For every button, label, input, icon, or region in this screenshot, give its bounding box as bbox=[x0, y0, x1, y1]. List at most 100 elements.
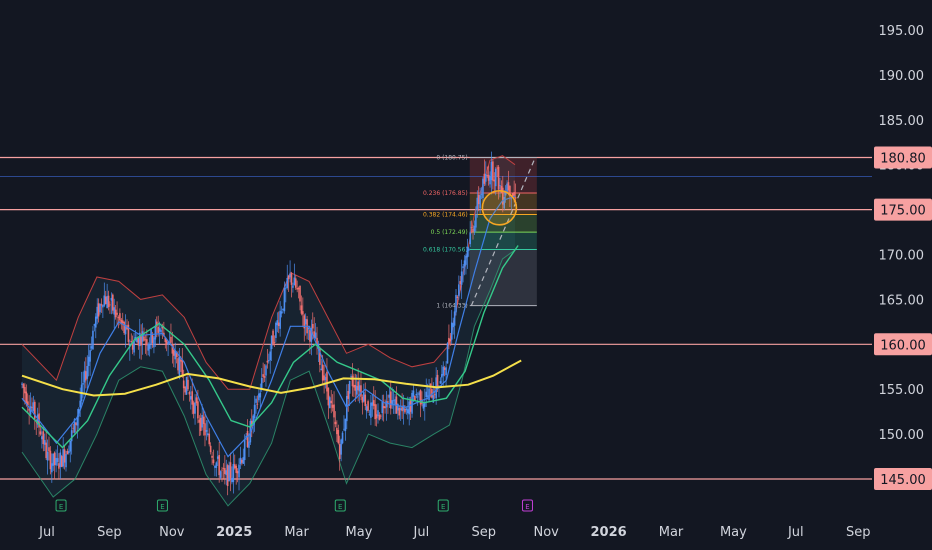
candle-body bbox=[259, 392, 262, 398]
price-badge-145.00[interactable] bbox=[874, 468, 932, 490]
candle-body bbox=[350, 375, 352, 377]
candle-body bbox=[164, 337, 167, 343]
earnings-marker-label: E bbox=[525, 503, 529, 511]
candle-body bbox=[364, 394, 367, 406]
candle-body bbox=[265, 365, 267, 376]
candle-body bbox=[109, 304, 111, 306]
candle-body bbox=[123, 321, 125, 333]
price-badge-180.80[interactable] bbox=[874, 146, 932, 169]
candle-body bbox=[283, 287, 286, 312]
earnings-marker-icon[interactable] bbox=[156, 499, 168, 512]
candle-body bbox=[262, 374, 264, 377]
candle-body bbox=[154, 325, 157, 340]
candle-body bbox=[239, 457, 242, 464]
candle-body bbox=[405, 408, 408, 411]
candle-body bbox=[222, 468, 225, 470]
candle-body bbox=[218, 454, 220, 476]
candle-body bbox=[302, 311, 304, 315]
candle-body bbox=[127, 324, 130, 342]
candle-body bbox=[70, 430, 73, 442]
earnings-marker-icon[interactable] bbox=[437, 499, 449, 512]
candle-body bbox=[336, 427, 338, 435]
x-tick-label: Mar bbox=[659, 525, 684, 540]
candle-body bbox=[94, 316, 97, 328]
candle-body bbox=[489, 176, 491, 185]
candle-body bbox=[279, 310, 281, 329]
candle-body bbox=[361, 396, 364, 403]
candle-body bbox=[290, 273, 293, 285]
candle-body bbox=[26, 401, 29, 406]
candle-body bbox=[187, 379, 189, 390]
candle-body bbox=[21, 383, 23, 385]
candle-body bbox=[171, 344, 174, 354]
candle-body bbox=[387, 401, 389, 403]
earnings-marker-icon[interactable] bbox=[334, 499, 346, 512]
candle-body bbox=[76, 416, 79, 426]
candle-body bbox=[121, 320, 124, 324]
candle-body bbox=[297, 287, 300, 290]
candle-body bbox=[340, 439, 342, 455]
candle-body bbox=[330, 400, 333, 404]
candle-body bbox=[456, 296, 459, 299]
candle-body bbox=[63, 449, 66, 463]
candle-body bbox=[303, 315, 306, 329]
candle-body bbox=[294, 278, 297, 288]
candle-body bbox=[29, 406, 32, 415]
candle-body bbox=[130, 341, 133, 343]
price-badge-175.00[interactable] bbox=[874, 198, 932, 221]
candle-body bbox=[482, 178, 484, 199]
candle-body bbox=[147, 344, 150, 351]
x-tick-label: Nov bbox=[534, 525, 560, 540]
candle-body bbox=[324, 377, 327, 380]
candle-body bbox=[287, 275, 290, 280]
candle-body bbox=[59, 452, 62, 467]
fib-label-0.382: 0.382 (174.46) bbox=[423, 211, 468, 218]
candle-body bbox=[459, 281, 462, 285]
x-tick-label: May bbox=[346, 525, 373, 540]
x-tick-label: 2026 bbox=[591, 525, 627, 540]
candle-body bbox=[320, 368, 323, 371]
candle-body bbox=[148, 344, 151, 349]
candle-body bbox=[293, 277, 296, 286]
candle-body bbox=[174, 350, 177, 360]
candle-body bbox=[181, 360, 184, 377]
earnings-marker-icon[interactable] bbox=[55, 499, 67, 512]
candle-body bbox=[388, 394, 391, 398]
candle-body bbox=[399, 408, 402, 411]
highlight-circle[interactable] bbox=[481, 190, 518, 226]
candle-body bbox=[144, 339, 147, 341]
candle-body bbox=[436, 374, 439, 388]
price-badge-text: 145.00 bbox=[880, 473, 926, 488]
candle-body bbox=[401, 406, 403, 412]
candle-body bbox=[300, 305, 303, 314]
candle-body bbox=[45, 442, 47, 459]
price-badge-160.00[interactable] bbox=[874, 333, 932, 356]
candle-body bbox=[398, 408, 401, 416]
candle-body bbox=[256, 403, 259, 405]
candle-body bbox=[250, 420, 253, 427]
earnings-marker-icon[interactable] bbox=[521, 499, 533, 512]
candle-body bbox=[452, 323, 454, 328]
candle-body bbox=[341, 432, 344, 444]
candle-body bbox=[178, 356, 181, 376]
candle-body bbox=[446, 343, 449, 364]
candle-body bbox=[165, 339, 168, 345]
candle-body bbox=[372, 400, 375, 406]
candles bbox=[21, 151, 517, 496]
candle-body bbox=[467, 248, 470, 251]
fib-label-0: 0 (180.75) bbox=[436, 155, 467, 162]
candle-body bbox=[86, 366, 89, 379]
candle-body bbox=[285, 287, 287, 289]
candle-body bbox=[242, 457, 245, 464]
candle-body bbox=[380, 415, 382, 417]
candle-body bbox=[503, 196, 506, 209]
candle-body bbox=[263, 376, 266, 378]
candle-body bbox=[260, 377, 263, 390]
ma-yellow-line bbox=[21, 359, 522, 397]
candle-body bbox=[219, 471, 222, 478]
candle-body bbox=[243, 439, 246, 461]
candle-body bbox=[51, 463, 53, 473]
bollinger-band-fill bbox=[22, 155, 515, 506]
candle-body bbox=[416, 396, 419, 398]
